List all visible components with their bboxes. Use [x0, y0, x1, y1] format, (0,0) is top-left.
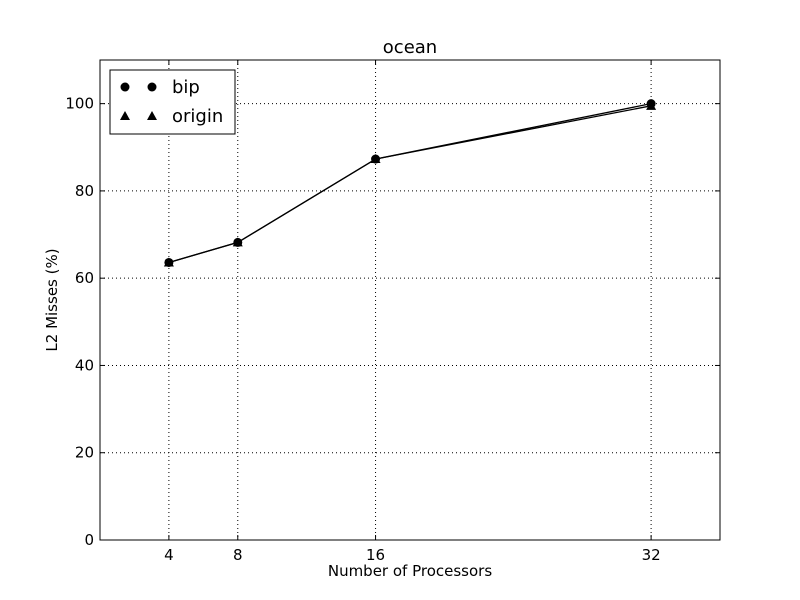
legend-label-bip: bip [172, 77, 200, 98]
chart-title: ocean [383, 37, 437, 58]
data-point-bip [646, 99, 656, 109]
data-point-bip [233, 237, 243, 247]
axis-ticks: 4 8 16 32 0 20 40 60 80 100 [65, 60, 720, 564]
y-tick-label: 60 [75, 269, 94, 287]
y-axis-label: L2 Misses (%) [43, 248, 61, 351]
legend-marker-bip [147, 82, 157, 92]
x-tick-label: 16 [366, 546, 385, 564]
data-point-bip [371, 154, 381, 164]
legend-marker-origin [120, 111, 130, 120]
y-tick-label: 0 [84, 531, 94, 549]
series-group [163, 99, 657, 267]
x-tick-label: 4 [164, 546, 174, 564]
legend-marker-bip [120, 82, 130, 92]
grid-lines [100, 60, 720, 540]
y-tick-label: 40 [75, 356, 94, 374]
y-tick-label: 100 [65, 95, 94, 113]
x-tick-label: 8 [233, 546, 243, 564]
legend-label-origin: origin [172, 106, 223, 127]
x-axis-label: Number of Processors [328, 562, 492, 580]
series-line-bip [168, 102, 652, 264]
plot-frame [99, 59, 721, 541]
series-bip [164, 99, 656, 267]
legend-box [109, 69, 236, 135]
x-tick-label: 32 [642, 546, 661, 564]
data-point-bip [164, 257, 174, 267]
legend-marker-origin [147, 111, 157, 120]
y-tick-label: 20 [75, 444, 94, 462]
legend: bip origin [109, 69, 236, 135]
y-tick-label: 80 [75, 182, 94, 200]
